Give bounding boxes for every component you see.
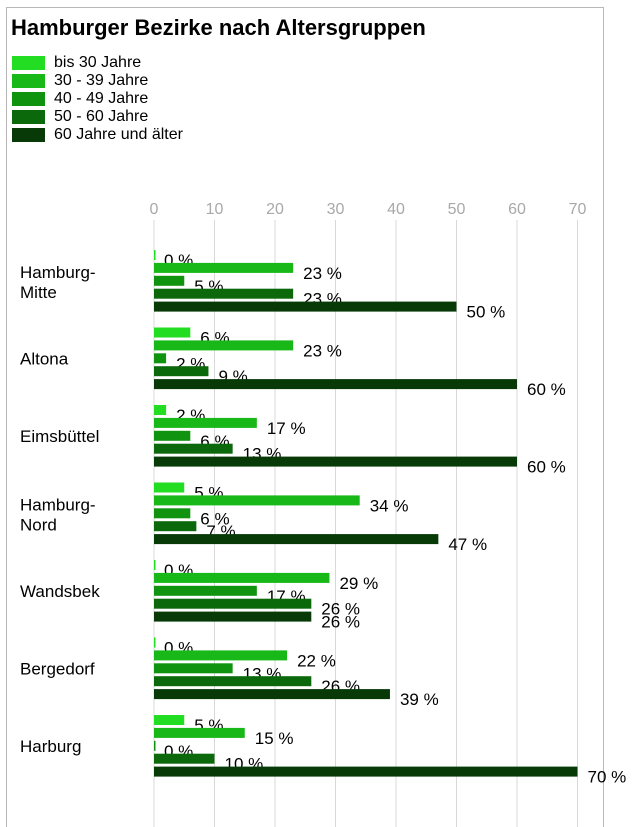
bar	[154, 663, 233, 674]
bar	[154, 689, 390, 700]
data-label: 23 %	[303, 264, 342, 283]
legend-label: 30 - 39 Jahre	[54, 72, 149, 89]
bar	[154, 560, 156, 570]
x-tick-label: 60	[508, 201, 526, 218]
data-label: 29 %	[339, 574, 378, 593]
legend-item: bis 30 Jahre	[12, 54, 183, 72]
legend-label: 60 Jahre und älter	[54, 126, 183, 143]
bar	[154, 340, 294, 351]
category-label: Eimsbüttel	[20, 427, 99, 446]
bar	[154, 740, 156, 751]
legend-swatch	[12, 92, 45, 106]
bar	[154, 275, 185, 286]
bar	[154, 598, 312, 609]
bar	[154, 676, 312, 687]
data-label: 23 %	[303, 341, 342, 360]
x-tick-label: 70	[569, 201, 587, 218]
data-label: 34 %	[370, 496, 409, 515]
bar	[154, 301, 457, 312]
bar	[154, 611, 312, 622]
bar	[154, 521, 197, 532]
category-label: Bergedorf	[20, 659, 95, 678]
data-label: 70 %	[588, 768, 627, 787]
legend-item: 60 Jahre und älter	[12, 126, 183, 144]
bar	[154, 405, 167, 415]
bar	[154, 262, 294, 273]
category-label: Hamburg-	[20, 495, 96, 514]
data-label: 60 %	[527, 458, 566, 477]
x-tick-label: 50	[448, 201, 466, 218]
data-label: 22 %	[297, 651, 336, 670]
bar	[154, 430, 191, 441]
legend-item: 50 - 60 Jahre	[12, 108, 183, 126]
x-tick-label: 10	[206, 201, 224, 218]
bar	[154, 353, 167, 364]
legend-swatch	[12, 110, 45, 124]
bar	[154, 715, 185, 725]
category-label: Hamburg-	[20, 263, 96, 282]
bar	[154, 288, 294, 299]
legend-swatch	[12, 56, 45, 70]
legend-swatch	[12, 128, 45, 142]
x-tick-label: 30	[327, 201, 345, 218]
legend-label: 40 - 49 Jahre	[54, 90, 149, 107]
legend: bis 30 Jahre 30 - 39 Jahre 40 - 49 Jahre…	[12, 54, 183, 144]
bar	[154, 250, 156, 260]
legend-swatch	[12, 74, 45, 88]
category-label: Mitte	[20, 283, 57, 302]
data-label: 39 %	[400, 690, 439, 709]
chart-frame	[6, 7, 604, 827]
x-tick-label: 0	[150, 201, 159, 218]
category-label: Wandsbek	[20, 582, 100, 601]
category-label: Altona	[20, 349, 69, 368]
legend-label: 50 - 60 Jahre	[54, 108, 149, 125]
category-label: Harburg	[20, 737, 81, 756]
bar	[154, 766, 578, 777]
x-tick-label: 40	[387, 201, 405, 218]
bar	[154, 456, 517, 467]
bar	[154, 727, 245, 738]
data-label: 26 %	[321, 613, 360, 632]
data-label: 26 %	[321, 600, 360, 619]
category-label: Nord	[20, 515, 57, 534]
data-label: 47 %	[448, 535, 487, 554]
bar	[154, 534, 439, 545]
data-label: 60 %	[527, 380, 566, 399]
x-tick-label: 20	[266, 201, 284, 218]
data-label: 15 %	[255, 729, 294, 748]
bar	[154, 585, 257, 596]
bar	[154, 379, 517, 390]
bar	[154, 443, 233, 454]
bar	[154, 572, 330, 583]
legend-item: 40 - 49 Jahre	[12, 90, 183, 108]
bar	[154, 482, 185, 493]
legend-label: bis 30 Jahre	[54, 54, 142, 71]
bar	[154, 495, 360, 506]
data-label: 17 %	[267, 419, 306, 438]
bar	[154, 366, 209, 377]
legend-item: 30 - 39 Jahre	[12, 72, 183, 90]
data-label: 6 %	[200, 509, 229, 528]
bar	[154, 417, 257, 428]
bar	[154, 753, 215, 764]
chart-title: Hamburger Bezirke nach Altersgruppen	[11, 15, 426, 40]
bar	[154, 508, 191, 519]
bar	[154, 637, 156, 648]
bar	[154, 650, 288, 661]
bar	[154, 327, 191, 338]
data-label: 50 %	[467, 303, 506, 322]
